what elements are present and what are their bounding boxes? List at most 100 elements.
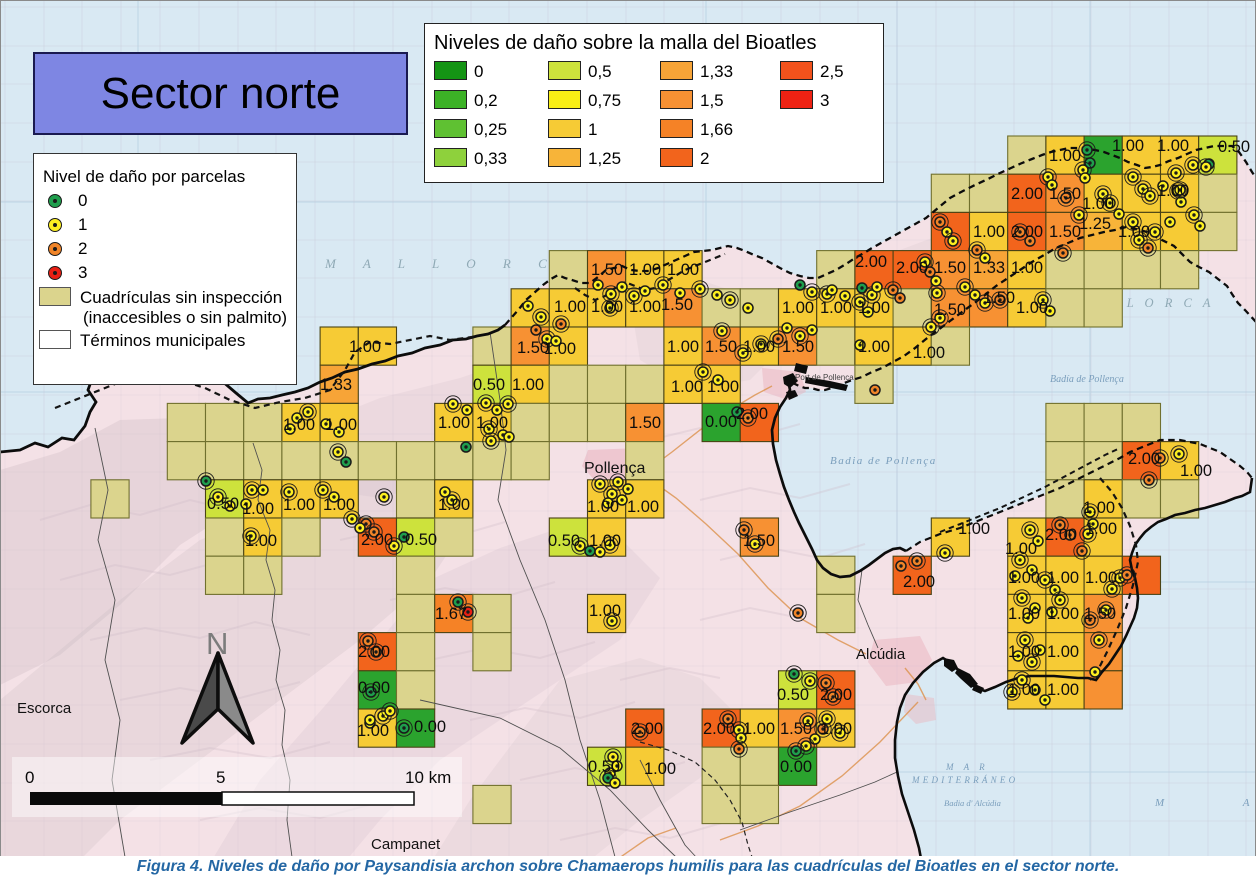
svg-text:1.00: 1.00 [667, 338, 699, 356]
svg-text:1.50: 1.50 [1049, 185, 1081, 203]
svg-text:Campanet: Campanet [371, 836, 441, 853]
svg-text:1.00: 1.00 [1049, 147, 1081, 165]
svg-text:1.50: 1.50 [1084, 605, 1116, 623]
svg-text:1.00: 1.00 [1082, 195, 1114, 213]
svg-text:1.00: 1.00 [1085, 520, 1117, 538]
svg-text:1.00: 1.00 [544, 340, 576, 358]
svg-text:M A: M A [1154, 797, 1256, 809]
svg-text:2.00: 2.00 [631, 720, 663, 738]
svg-text:Escorca: Escorca [17, 700, 72, 717]
svg-text:0: 0 [25, 768, 34, 787]
svg-text:Badía de Pollença: Badía de Pollença [1050, 374, 1124, 385]
svg-text:1.50: 1.50 [517, 339, 549, 357]
svg-text:0.50: 0.50 [548, 532, 580, 550]
svg-text:1.00: 1.00 [1047, 681, 1079, 699]
svg-text:1.00: 1.00 [349, 338, 381, 356]
svg-text:1.00: 1.00 [589, 532, 621, 550]
svg-text:1.00: 1.00 [1008, 569, 1040, 587]
svg-text:0.50: 0.50 [405, 531, 437, 549]
svg-text:1.00: 1.00 [629, 298, 661, 316]
svg-text:0.00: 0.00 [414, 718, 446, 736]
svg-text:1.00: 1.00 [283, 416, 315, 434]
svg-text:2.00: 2.00 [1011, 223, 1043, 241]
svg-text:1.50: 1.50 [661, 296, 693, 314]
svg-text:1.00: 1.00 [707, 378, 739, 396]
svg-text:1.50: 1.50 [705, 338, 737, 356]
svg-text:1.00: 1.00 [323, 496, 355, 514]
svg-text:1.50: 1.50 [983, 289, 1015, 307]
svg-text:1.00: 1.00 [242, 500, 274, 518]
svg-text:Pollença: Pollença [584, 460, 645, 477]
svg-text:2.00: 2.00 [1011, 185, 1043, 203]
svg-text:1.00: 1.00 [1118, 223, 1150, 241]
svg-text:1.33: 1.33 [973, 259, 1005, 277]
svg-text:Badia de Pollença: Badia de Pollença [830, 455, 937, 467]
svg-text:1.00: 1.00 [1047, 605, 1079, 623]
svg-text:2.00: 2.00 [1128, 450, 1160, 468]
svg-text:1.00: 1.00 [743, 338, 775, 356]
svg-text:1.00: 1.00 [1008, 681, 1040, 699]
svg-text:1.00: 1.00 [1016, 299, 1048, 317]
svg-text:1.00: 1.00 [1157, 182, 1189, 200]
svg-text:1.00: 1.00 [589, 602, 621, 620]
svg-text:10 km: 10 km [405, 768, 451, 787]
svg-text:M A R: M A R [945, 762, 989, 772]
svg-text:2.00: 2.00 [703, 720, 735, 738]
svg-text:0.00: 0.00 [705, 413, 737, 431]
svg-text:1.00: 1.00 [820, 299, 852, 317]
svg-text:2.00: 2.00 [736, 405, 768, 423]
svg-text:1.25: 1.25 [1079, 215, 1111, 233]
svg-text:1.00: 1.00 [1047, 643, 1079, 661]
svg-text:2.00: 2.00 [896, 259, 928, 277]
svg-text:0.50: 0.50 [1218, 138, 1250, 156]
svg-text:2.00: 2.00 [1045, 526, 1077, 544]
svg-text:1.00: 1.00 [782, 299, 814, 317]
svg-text:0.50: 0.50 [473, 376, 505, 394]
svg-text:1.00: 1.00 [1112, 137, 1144, 155]
svg-text:1.00: 1.00 [667, 261, 699, 279]
svg-text:1.00: 1.00 [629, 261, 661, 279]
svg-text:1.00: 1.00 [1005, 540, 1037, 558]
svg-text:1.00: 1.00 [554, 298, 586, 316]
svg-text:1.00: 1.00 [591, 298, 623, 316]
svg-text:2.00: 2.00 [361, 531, 393, 549]
svg-text:Alcúdia: Alcúdia [856, 646, 906, 663]
svg-text:2.00: 2.00 [820, 686, 852, 704]
svg-text:1.50: 1.50 [629, 414, 661, 432]
svg-text:1.00: 1.00 [283, 496, 315, 514]
svg-text:1.00: 1.00 [627, 498, 659, 516]
svg-text:1.00: 1.00 [512, 376, 544, 394]
svg-text:1.00: 1.00 [1157, 137, 1189, 155]
svg-text:1.00: 1.00 [743, 720, 775, 738]
svg-text:1.50: 1.50 [782, 338, 814, 356]
svg-text:1.33: 1.33 [320, 376, 352, 394]
svg-text:5: 5 [216, 768, 225, 787]
svg-text:0.00: 0.00 [358, 679, 390, 697]
svg-text:1.00: 1.00 [1011, 259, 1043, 277]
svg-text:1.50: 1.50 [743, 532, 775, 550]
svg-text:M A L L O R C A: M A L L O R C A [324, 256, 594, 271]
svg-text:1.50: 1.50 [1049, 223, 1081, 241]
svg-text:1.50: 1.50 [780, 720, 812, 738]
svg-text:1.00: 1.00 [325, 416, 357, 434]
svg-text:1.00: 1.00 [1008, 605, 1040, 623]
svg-text:1.00: 1.00 [671, 378, 703, 396]
svg-text:2.00: 2.00 [358, 643, 390, 661]
svg-text:Badia d' Alcúdia: Badia d' Alcúdia [944, 798, 1001, 808]
svg-text:1.00: 1.00 [913, 344, 945, 362]
svg-text:1.00: 1.00 [357, 722, 389, 740]
svg-text:1.50: 1.50 [591, 261, 623, 279]
svg-text:1.00: 1.00 [858, 338, 890, 356]
svg-text:1.00: 1.00 [438, 414, 470, 432]
svg-text:1.00: 1.00 [245, 532, 277, 550]
svg-text:1.00: 1.00 [476, 414, 508, 432]
svg-text:1.00: 1.00 [858, 299, 890, 317]
svg-text:0.50: 0.50 [207, 495, 239, 513]
svg-text:1.00: 1.00 [644, 760, 676, 778]
svg-text:0.50: 0.50 [777, 686, 809, 704]
svg-text:1.00: 1.00 [820, 720, 852, 738]
svg-text:1.00: 1.00 [1180, 462, 1212, 480]
svg-text:1.00: 1.00 [438, 496, 470, 514]
svg-text:Port de Pollença: Port de Pollença [795, 373, 854, 382]
svg-text:1.00: 1.00 [958, 520, 990, 538]
